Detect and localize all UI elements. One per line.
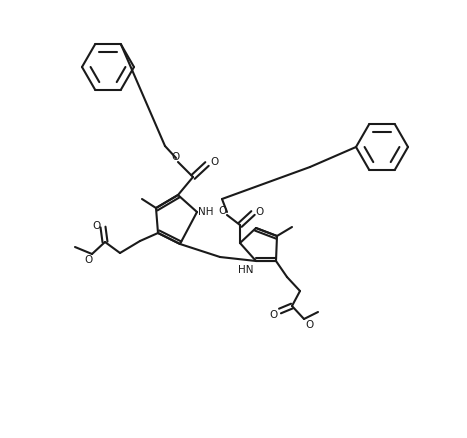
Text: O: O bbox=[171, 152, 179, 162]
Text: O: O bbox=[210, 157, 218, 166]
Text: HN: HN bbox=[238, 265, 254, 274]
Text: O: O bbox=[84, 254, 92, 265]
Text: O: O bbox=[92, 220, 100, 230]
Text: O: O bbox=[305, 319, 313, 329]
Text: O: O bbox=[269, 309, 277, 319]
Text: O: O bbox=[218, 205, 226, 215]
Text: O: O bbox=[256, 207, 264, 216]
Text: NH: NH bbox=[198, 207, 214, 216]
